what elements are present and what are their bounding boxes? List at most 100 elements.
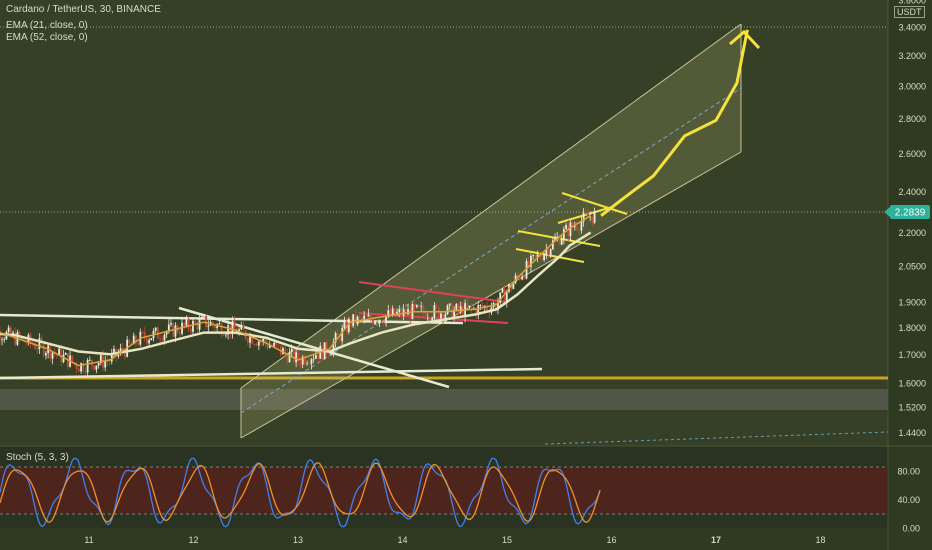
price-tick-label: 1.5200: [898, 403, 926, 413]
candle-body: [251, 335, 254, 344]
candle-body: [587, 213, 589, 218]
candle-body: [376, 322, 379, 324]
candle-body: [264, 339, 267, 344]
candle-body: [297, 352, 300, 362]
candle-body: [165, 331, 168, 335]
candle-body: [119, 348, 122, 353]
candle-body: [424, 312, 427, 319]
candle-body: [437, 307, 440, 319]
candle-body: [505, 291, 508, 302]
candle-body: [60, 348, 63, 363]
price-tick-label: 1.7000: [898, 350, 926, 360]
candle-body: [135, 335, 137, 344]
candle-body: [42, 342, 45, 356]
candle-body: [75, 363, 78, 370]
currency-badge[interactable]: USDT: [894, 6, 925, 18]
candle-body: [321, 345, 324, 360]
yellow-flag-2a: [561, 192, 628, 215]
candle-body: [200, 316, 203, 320]
candle-body: [95, 365, 98, 370]
price-tick-label: 3.6000: [898, 0, 926, 6]
price-tick-label: 2.8000: [898, 114, 926, 124]
candle-body: [589, 216, 592, 218]
candle-body: [7, 327, 10, 332]
candle-body: [88, 359, 91, 361]
candle-body: [565, 225, 567, 230]
candle-body: [14, 332, 17, 345]
ema-21-legend[interactable]: EMA (21, close, 0): [6, 20, 88, 31]
candle-body: [161, 339, 164, 341]
candle-body: [293, 348, 295, 363]
candle-body: [260, 341, 262, 343]
candle-body: [154, 327, 157, 331]
candle-body: [99, 354, 102, 363]
candle-body: [409, 309, 412, 320]
time-axis[interactable]: [0, 528, 932, 550]
candle-body: [36, 348, 39, 350]
candle-body: [205, 315, 208, 327]
candle-body: [479, 304, 482, 306]
candle-body: [396, 312, 398, 316]
candle-body: [499, 292, 502, 303]
stoch-tick-label: 0.00: [902, 524, 920, 534]
candle-body: [358, 316, 361, 318]
candle-body: [391, 308, 394, 316]
candle-body: [541, 257, 543, 260]
candle-body: [229, 325, 232, 335]
candle-body: [196, 322, 199, 330]
candle-body: [584, 212, 587, 214]
candle-body: [262, 339, 265, 342]
candle-body: [189, 328, 192, 332]
candle-body: [369, 314, 372, 320]
candle-body: [51, 352, 54, 359]
candle-body: [429, 317, 431, 321]
price-tick-label: 1.6000: [898, 378, 926, 388]
candle-body: [593, 211, 596, 223]
candle-body: [446, 305, 449, 315]
candle-body: [214, 324, 216, 329]
candle-body: [178, 332, 181, 334]
candle-body: [455, 303, 458, 310]
yellow-flag-1b: [515, 248, 585, 263]
candle-body: [462, 306, 464, 318]
candle-body: [86, 359, 89, 373]
candle-body: [567, 225, 570, 237]
price-tick-label: 1.9000: [898, 297, 926, 307]
candle-body: [527, 260, 530, 267]
candle-body: [571, 222, 574, 228]
candle-body: [378, 319, 381, 324]
candle-body: [233, 321, 236, 329]
lower-trendline: [0, 367, 543, 380]
candle-body: [398, 309, 401, 313]
time-tick-label: 16: [606, 535, 616, 545]
candle-body: [183, 322, 186, 326]
candle-body: [365, 315, 368, 317]
candle-body: [159, 338, 161, 340]
candle-body: [532, 255, 535, 257]
candle-body: [218, 323, 221, 325]
candle-body: [207, 325, 210, 327]
candle-body: [174, 325, 177, 337]
candle-body: [545, 248, 548, 254]
price-axis-ticks: 3.6000 3.4000 3.2000 3.0000 2.8000 2.6000 2.40…: [898, 0, 926, 438]
candle-body: [556, 236, 559, 239]
symbol-title[interactable]: Cardano / TetherUS, 30, BINANCE: [6, 4, 161, 15]
candle-body: [240, 325, 243, 330]
price-axis[interactable]: [888, 0, 932, 550]
stoch-title[interactable]: Stoch (5, 3, 3): [6, 452, 69, 463]
descending-trendline: [178, 306, 450, 389]
ascending-channel: [241, 24, 741, 438]
price-tick-label: 1.8000: [898, 323, 926, 333]
candle-body: [525, 260, 528, 279]
candle-body: [470, 305, 473, 309]
candle-body: [418, 304, 420, 307]
candle-body: [143, 332, 146, 339]
candle-body: [560, 238, 563, 245]
stoch-axis-ticks: 80.00 40.00 0.00: [897, 467, 920, 534]
candle-body: [325, 342, 328, 355]
price-tick-label: 2.6000: [898, 149, 926, 159]
candle-body: [481, 304, 484, 308]
candle-body: [347, 319, 350, 333]
ema-52-legend[interactable]: EMA (52, close, 0): [6, 32, 88, 43]
